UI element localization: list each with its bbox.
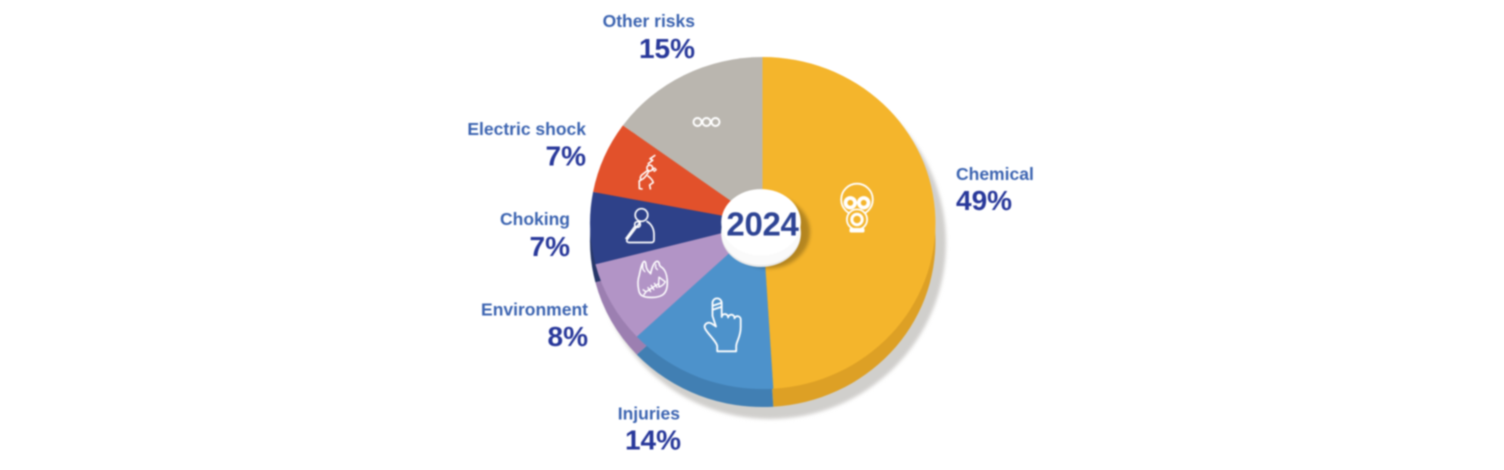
svg-text:Chemical: Chemical: [956, 164, 1034, 184]
svg-text:Environment: Environment: [481, 300, 588, 320]
svg-text:Choking: Choking: [500, 209, 570, 229]
svg-text:14%: 14%: [625, 425, 681, 456]
svg-text:8%: 8%: [548, 321, 589, 352]
svg-text:Other risks: Other risks: [603, 11, 696, 31]
svg-text:7%: 7%: [546, 141, 587, 172]
svg-text:Electric shock: Electric shock: [467, 119, 586, 139]
svg-text:49%: 49%: [956, 185, 1012, 216]
svg-text:Injuries: Injuries: [618, 404, 681, 424]
svg-text:2024: 2024: [726, 206, 799, 243]
svg-text:15%: 15%: [639, 33, 695, 64]
svg-text:7%: 7%: [530, 231, 571, 262]
